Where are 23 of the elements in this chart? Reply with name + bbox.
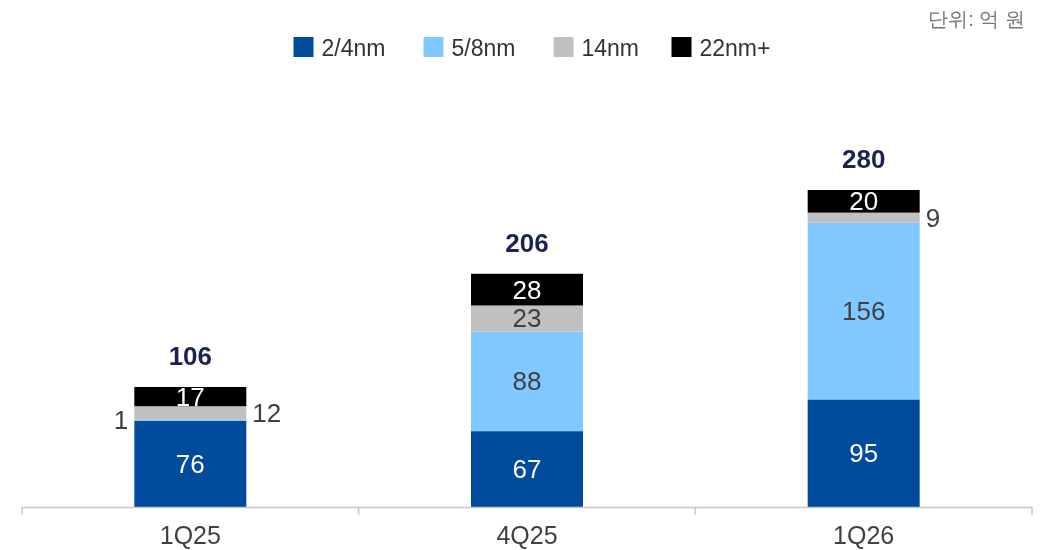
x-tick-label: 1Q25: [159, 521, 221, 549]
data-label: 156: [841, 296, 886, 327]
legend-label: 22nm+: [699, 35, 771, 61]
data-label: 17: [175, 381, 205, 412]
text: 단위: 억 원: [928, 8, 1025, 30]
total-label: 280: [841, 144, 886, 174]
data-label: 67: [512, 454, 542, 485]
total-label: 106: [168, 340, 213, 371]
data-label: 20: [849, 186, 879, 217]
legend-label: 2/4nm: [321, 35, 386, 61]
data-label: 88: [512, 366, 542, 397]
data-label: 23: [512, 303, 542, 334]
total-label: 206: [505, 227, 549, 258]
data-label: 12: [252, 398, 282, 429]
data-label: 28: [512, 274, 542, 305]
data-label: 9: [925, 202, 941, 233]
x-tick-label: 4Q25: [496, 521, 558, 549]
x-tick-label: 1Q26: [833, 521, 895, 549]
legend-label: 14nm: [581, 35, 640, 61]
data-label: 1: [113, 405, 129, 436]
data-label: 95: [849, 438, 879, 469]
legend-label: 5/8nm: [451, 35, 516, 61]
data-label: 76: [175, 448, 205, 479]
